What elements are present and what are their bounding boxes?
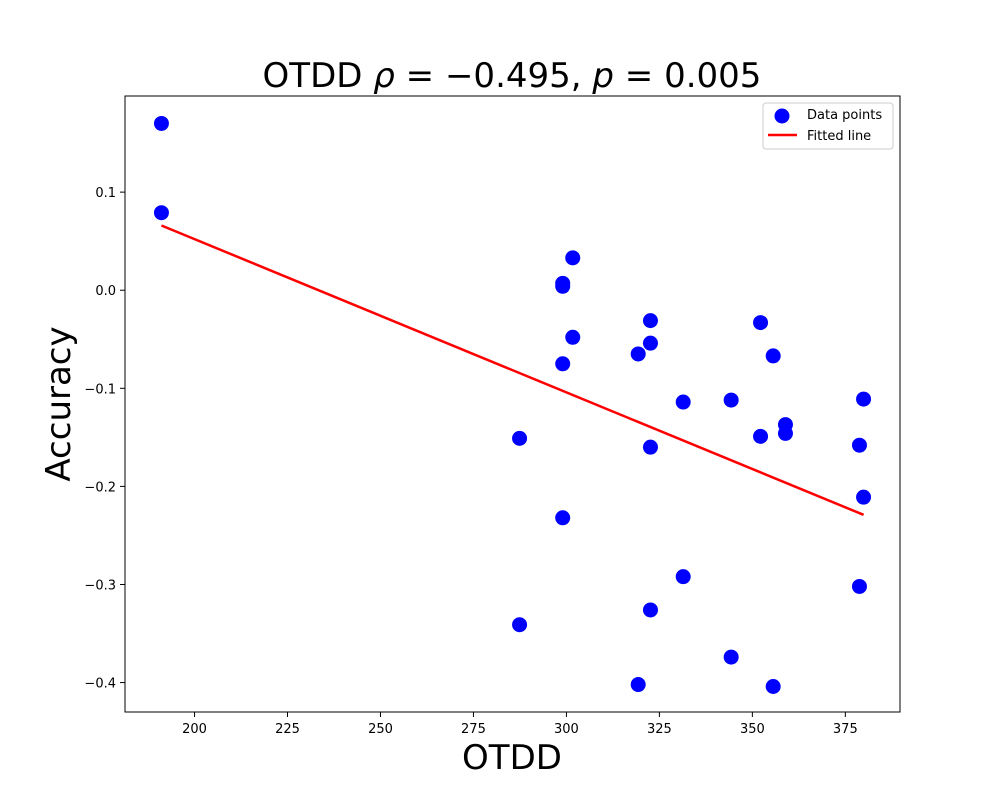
plot-area <box>124 95 901 713</box>
y-tick-label: −0.1 <box>84 382 116 397</box>
y-tick-label: 0.0 <box>95 284 116 299</box>
x-tick-label: 275 <box>461 722 486 737</box>
data-point <box>753 428 769 444</box>
data-point <box>851 578 867 594</box>
data-point <box>765 678 781 694</box>
data-point <box>630 677 646 693</box>
data-point <box>555 356 571 372</box>
legend-marker-data-points <box>774 108 790 124</box>
y-axis-label: Accuracy <box>39 326 79 481</box>
x-axis-label: OTDD <box>462 738 562 778</box>
x-tick-label: 225 <box>275 722 300 737</box>
legend-label-fitted-line: Fitted line <box>807 129 871 144</box>
data-point <box>642 335 658 351</box>
data-point <box>723 649 739 665</box>
y-tick-label: −0.3 <box>84 578 116 593</box>
data-point <box>512 617 528 633</box>
x-tick-label: 200 <box>182 722 207 737</box>
y-tick-label: −0.2 <box>84 480 116 495</box>
data-point <box>675 569 691 585</box>
data-point <box>555 510 571 526</box>
legend-box <box>762 102 894 150</box>
legend-label-data-points: Data points <box>807 108 882 123</box>
x-tick-label: 300 <box>554 722 579 737</box>
x-axis-ticks: 200 225 250 275 300 325 350 375 <box>182 712 858 737</box>
data-point <box>856 391 872 407</box>
data-point <box>153 205 169 221</box>
y-axis-ticks: −0.4 −0.3 −0.2 −0.1 0.0 0.1 <box>84 186 125 692</box>
data-point <box>153 115 169 131</box>
x-tick-label: 350 <box>740 722 765 737</box>
fitted-line <box>160 224 865 516</box>
legend: Data points Fitted line <box>762 102 894 150</box>
data-point <box>675 394 691 410</box>
data-point <box>777 425 793 441</box>
data-point <box>856 489 872 505</box>
y-tick-label: −0.4 <box>84 677 116 692</box>
data-point <box>555 278 571 294</box>
plot-frame <box>124 95 901 713</box>
data-point <box>630 346 646 362</box>
data-point <box>642 602 658 618</box>
x-tick-label: 250 <box>368 722 393 737</box>
data-point <box>851 437 867 453</box>
data-point <box>565 329 581 345</box>
x-tick-label: 325 <box>647 722 672 737</box>
data-point <box>765 348 781 364</box>
x-tick-label: 375 <box>833 722 858 737</box>
data-point <box>512 430 528 446</box>
chart-title: OTDD ρ = −0.495, p = 0.005 <box>263 56 762 96</box>
y-tick-label: 0.1 <box>95 186 116 201</box>
data-point <box>753 315 769 331</box>
data-point <box>723 392 739 408</box>
data-point <box>642 439 658 455</box>
data-point <box>642 313 658 329</box>
data-point <box>565 250 581 266</box>
